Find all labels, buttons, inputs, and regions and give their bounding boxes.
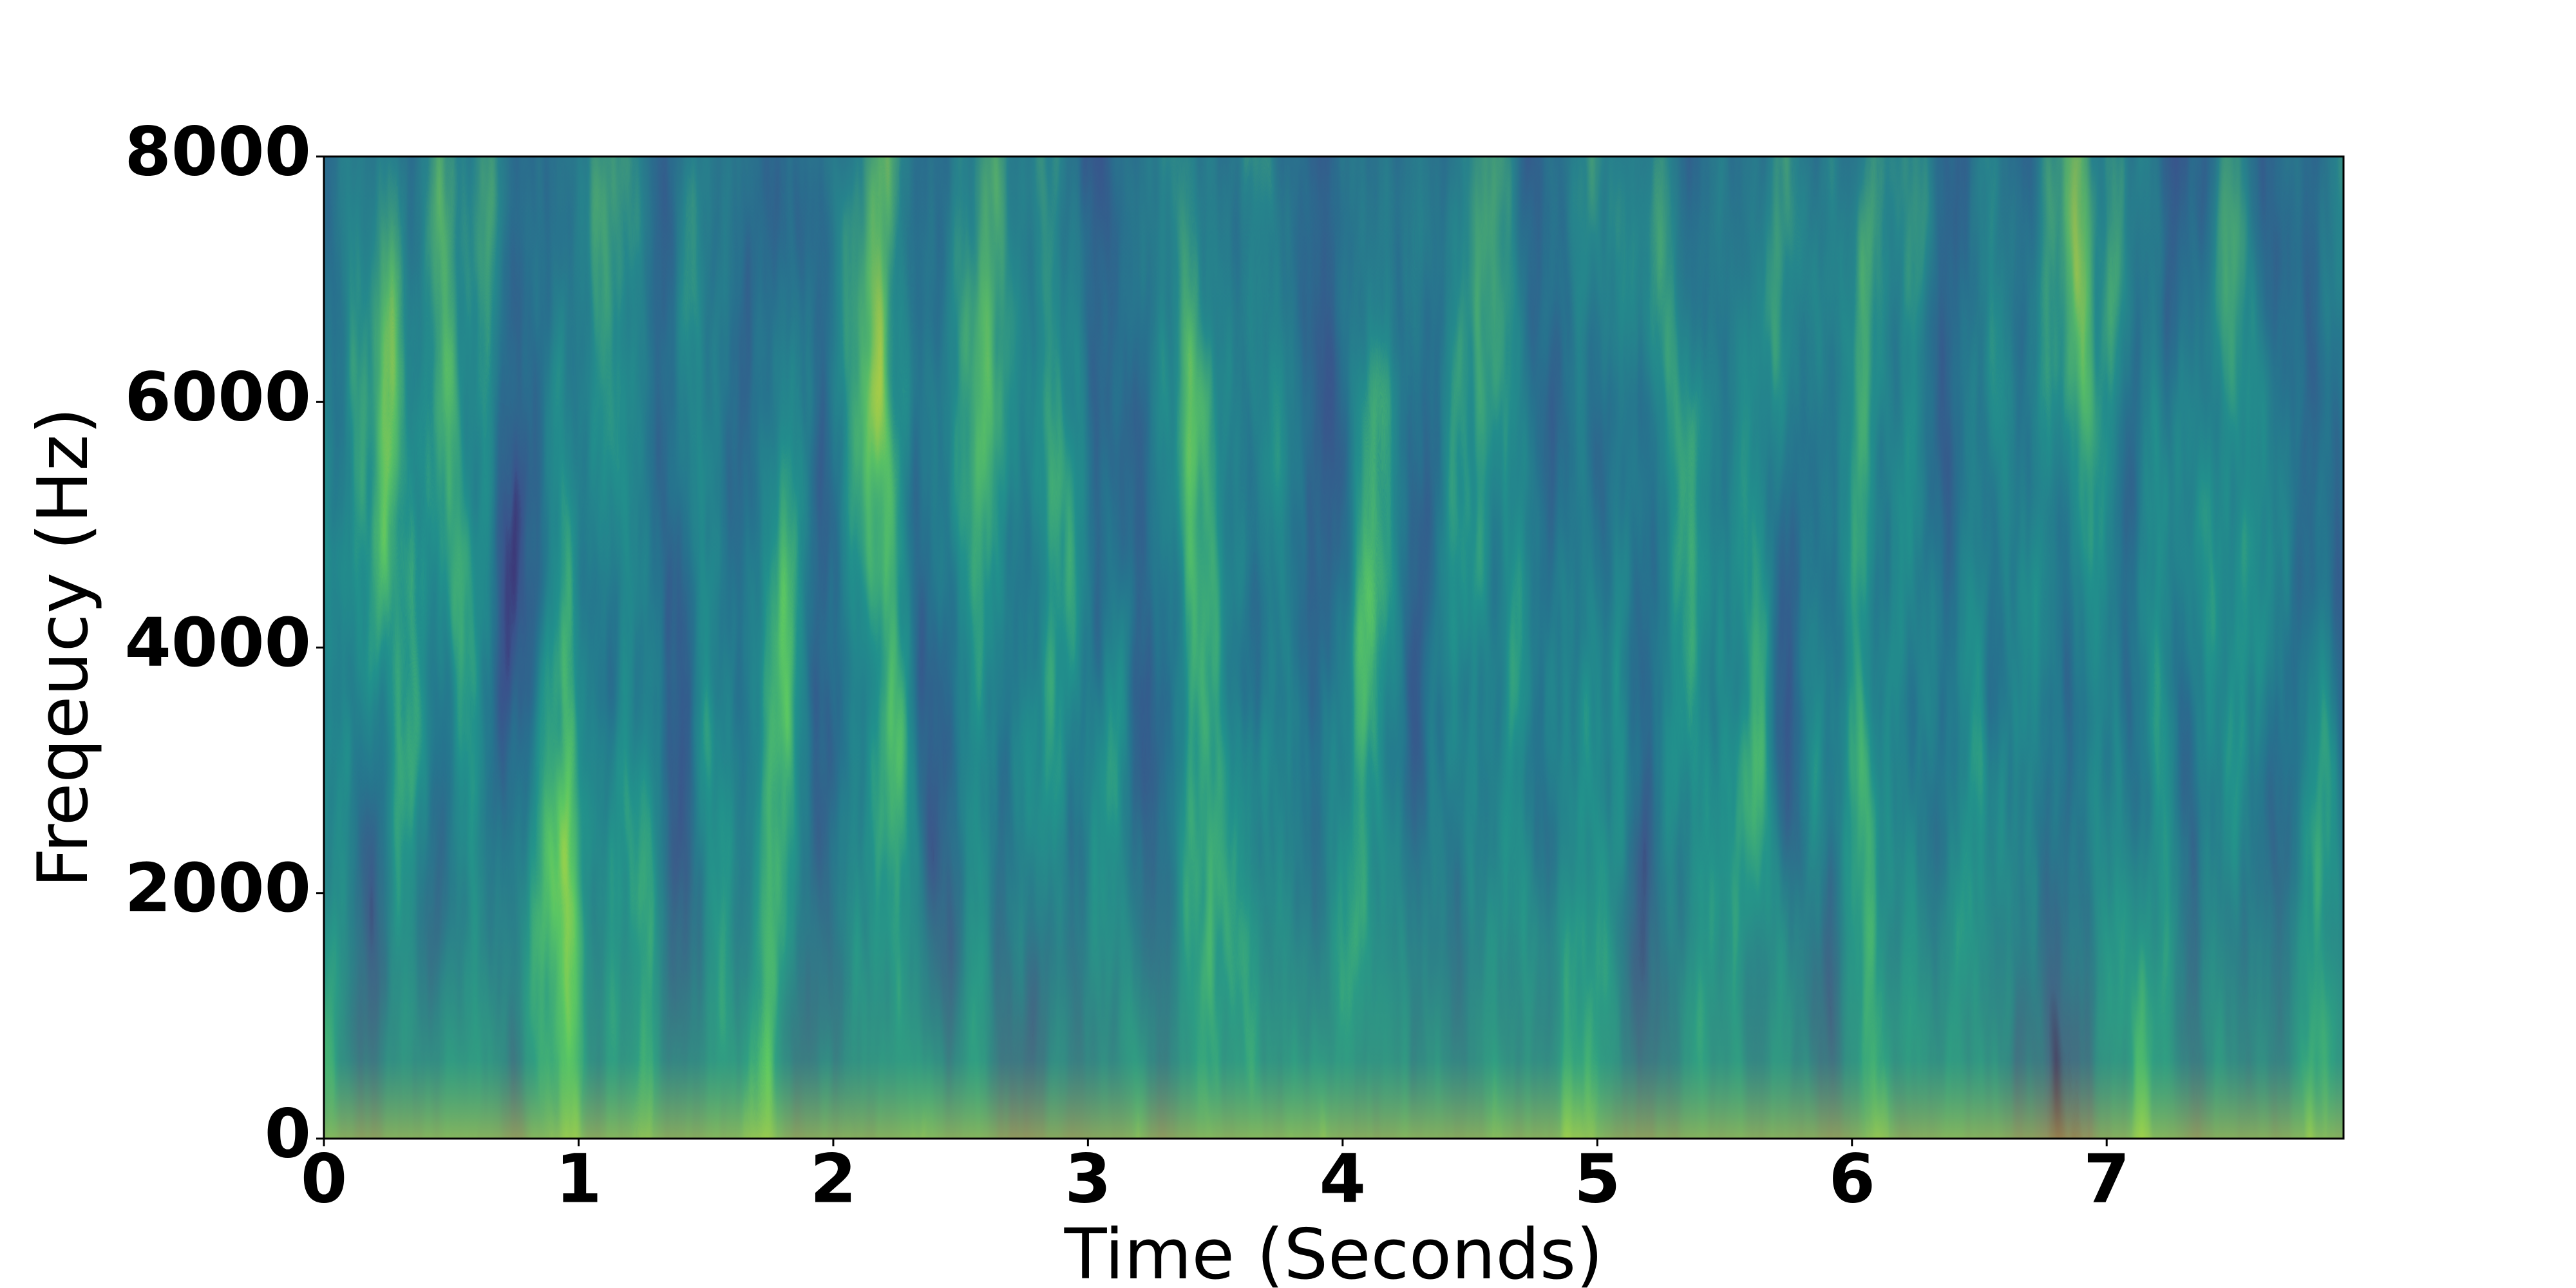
x-tick-label: 4 — [1320, 1139, 1366, 1218]
x-tick-label: 2 — [810, 1139, 857, 1218]
y-tick-label: 0 — [265, 1094, 311, 1173]
y-tick-label: 8000 — [125, 112, 311, 191]
plot-area — [323, 155, 2345, 1140]
y-axis-label: Freqeucy (Hz) — [23, 408, 104, 888]
x-tick-label: 5 — [1574, 1139, 1620, 1218]
y-tick-label: 2000 — [125, 849, 311, 927]
x-tick-label: 0 — [301, 1139, 347, 1218]
y-tick-label: 6000 — [125, 358, 311, 437]
y-tick-label: 4000 — [125, 603, 311, 682]
x-tick-label: 6 — [1829, 1139, 1875, 1218]
x-tick-label: 1 — [555, 1139, 601, 1218]
x-tick-label: 3 — [1065, 1139, 1111, 1218]
x-axis-label: Time (Seconds) — [1064, 1215, 1604, 1288]
x-tick-label: 7 — [2083, 1139, 2130, 1218]
spectrogram-shading — [324, 156, 2344, 1139]
